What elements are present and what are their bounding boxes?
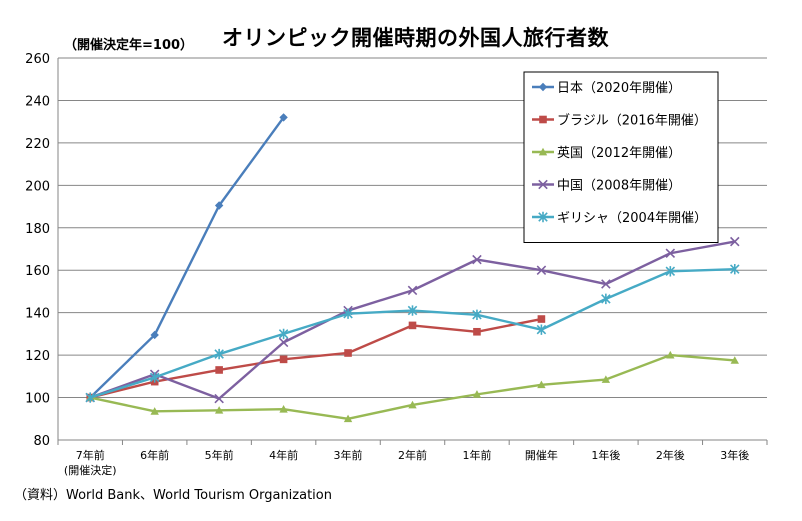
series-line-4 xyxy=(89,267,735,399)
data-point xyxy=(665,266,676,277)
x-tick-label: 開催年 xyxy=(525,448,558,462)
data-point xyxy=(214,348,224,360)
data-point xyxy=(343,308,353,319)
series-line-0 xyxy=(89,116,285,399)
data-point xyxy=(601,375,611,383)
x-tick-label: 3年後 xyxy=(720,448,749,462)
data-point xyxy=(537,380,546,389)
y-tick-label: 240 xyxy=(25,94,50,109)
data-point xyxy=(85,392,95,403)
y-tick-label: 80 xyxy=(33,434,50,449)
data-point xyxy=(215,366,223,374)
y-tick-label: 220 xyxy=(25,137,50,152)
y-tick-label: 160 xyxy=(25,264,50,279)
data-point xyxy=(730,263,740,275)
data-point xyxy=(408,400,417,409)
data-point xyxy=(601,293,611,305)
data-point xyxy=(278,328,289,340)
data-point xyxy=(665,248,676,259)
legend-label: ギリシャ（2004年開催） xyxy=(557,211,707,226)
x-tick-sublabel: (開催決定) xyxy=(64,463,117,477)
data-point xyxy=(278,337,289,348)
data-point xyxy=(730,356,739,364)
x-tick-label: 5年前 xyxy=(205,448,234,462)
data-point xyxy=(150,330,159,340)
legend-label: 日本（2020年開催） xyxy=(557,81,681,96)
data-point xyxy=(344,349,352,357)
data-point xyxy=(537,315,546,323)
y-tick-label: 180 xyxy=(25,222,50,237)
data-point xyxy=(214,406,224,414)
data-point xyxy=(279,113,288,122)
y-tick-label: 120 xyxy=(25,349,50,364)
data-point xyxy=(408,321,417,330)
legend-marker xyxy=(539,115,547,124)
legend-label: 英国（2012年開催） xyxy=(557,146,681,161)
x-tick-label: 3年前 xyxy=(334,448,363,462)
x-tick-label: 1年後 xyxy=(591,448,620,462)
x-tick-label: 6年前 xyxy=(140,448,169,462)
data-point xyxy=(149,372,160,383)
y-tick-label: 260 xyxy=(25,52,50,67)
x-tick-label: 1年前 xyxy=(462,448,491,462)
data-point xyxy=(472,309,482,320)
data-point xyxy=(666,350,675,359)
legend-marker xyxy=(538,147,548,156)
chart-subtitle: （開催決定年=100） xyxy=(64,38,194,53)
legend-marker xyxy=(538,179,548,190)
data-point xyxy=(279,355,288,364)
data-point xyxy=(343,414,353,423)
data-point xyxy=(536,324,547,335)
legend-box xyxy=(523,71,719,243)
legend-marker xyxy=(538,211,548,223)
data-point xyxy=(473,327,481,336)
data-point xyxy=(601,279,611,289)
y-tick-label: 100 xyxy=(25,392,50,407)
y-tick-label: 140 xyxy=(25,307,50,322)
legend-label: ブラジル（2016年開催） xyxy=(557,113,707,129)
series-line-1 xyxy=(89,317,542,399)
x-tick-label: 7年前 xyxy=(76,448,105,462)
data-point xyxy=(150,407,159,415)
y-tick-label: 200 xyxy=(25,179,50,194)
data-point xyxy=(730,236,740,247)
x-tick-label: 2年後 xyxy=(656,448,685,462)
data-point xyxy=(536,265,547,275)
chart-title: オリンピック開催時期の外国人旅行者数 xyxy=(222,26,609,50)
data-point xyxy=(407,305,418,316)
data-point xyxy=(214,201,224,210)
legend-marker xyxy=(538,82,548,92)
data-point xyxy=(279,405,288,413)
legend-label: 中国（2008年開催） xyxy=(557,179,681,194)
data-point xyxy=(407,285,418,296)
x-tick-label: 4年前 xyxy=(269,448,298,462)
source-note: （資料）World Bank、World Tourism Organizatio… xyxy=(14,488,332,503)
x-tick-label: 2年前 xyxy=(398,448,427,462)
data-point xyxy=(472,390,482,398)
data-point xyxy=(472,254,482,265)
data-point xyxy=(214,393,224,404)
